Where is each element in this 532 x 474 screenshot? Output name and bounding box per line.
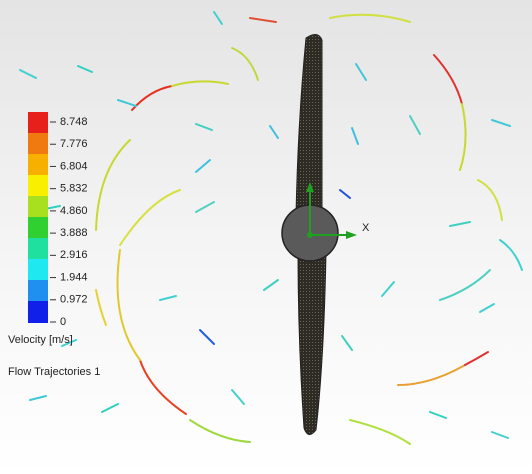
page: {"legend": {"ticks": ["8.748", "7.776", … bbox=[0, 0, 532, 474]
legend-tick-label: 3.888 bbox=[60, 227, 88, 239]
color-band bbox=[28, 133, 48, 154]
color-band bbox=[28, 238, 48, 259]
legend-tick-label: 7.776 bbox=[60, 138, 88, 150]
legend-tick-label: 8.748 bbox=[60, 116, 88, 128]
color-band bbox=[28, 280, 48, 301]
plot-name: Flow Trajectories 1 bbox=[8, 366, 100, 378]
legend-tick-label: 6.804 bbox=[60, 160, 88, 172]
origin bbox=[307, 232, 313, 238]
color-band bbox=[28, 175, 48, 196]
color-band bbox=[28, 112, 48, 133]
axis-label: X bbox=[362, 222, 370, 234]
viewport: X Velocity [m/s] Flow Trajectories 1 8.7… bbox=[0, 0, 532, 474]
legend-tick-label: 5.832 bbox=[60, 183, 88, 195]
legend-tick-label: 1.944 bbox=[60, 271, 88, 283]
color-band bbox=[28, 154, 48, 175]
legend-tick-label: 4.860 bbox=[60, 205, 88, 217]
legend-tick-label: 0.972 bbox=[60, 294, 88, 306]
color-band bbox=[28, 217, 48, 238]
legend-tick-label: 2.916 bbox=[60, 249, 88, 261]
color-band bbox=[28, 196, 48, 217]
color-band bbox=[28, 259, 48, 280]
legend-tick-label: 0 bbox=[60, 316, 66, 328]
color-band bbox=[28, 301, 48, 323]
legend-quantity: Velocity [m/s] bbox=[8, 334, 73, 346]
